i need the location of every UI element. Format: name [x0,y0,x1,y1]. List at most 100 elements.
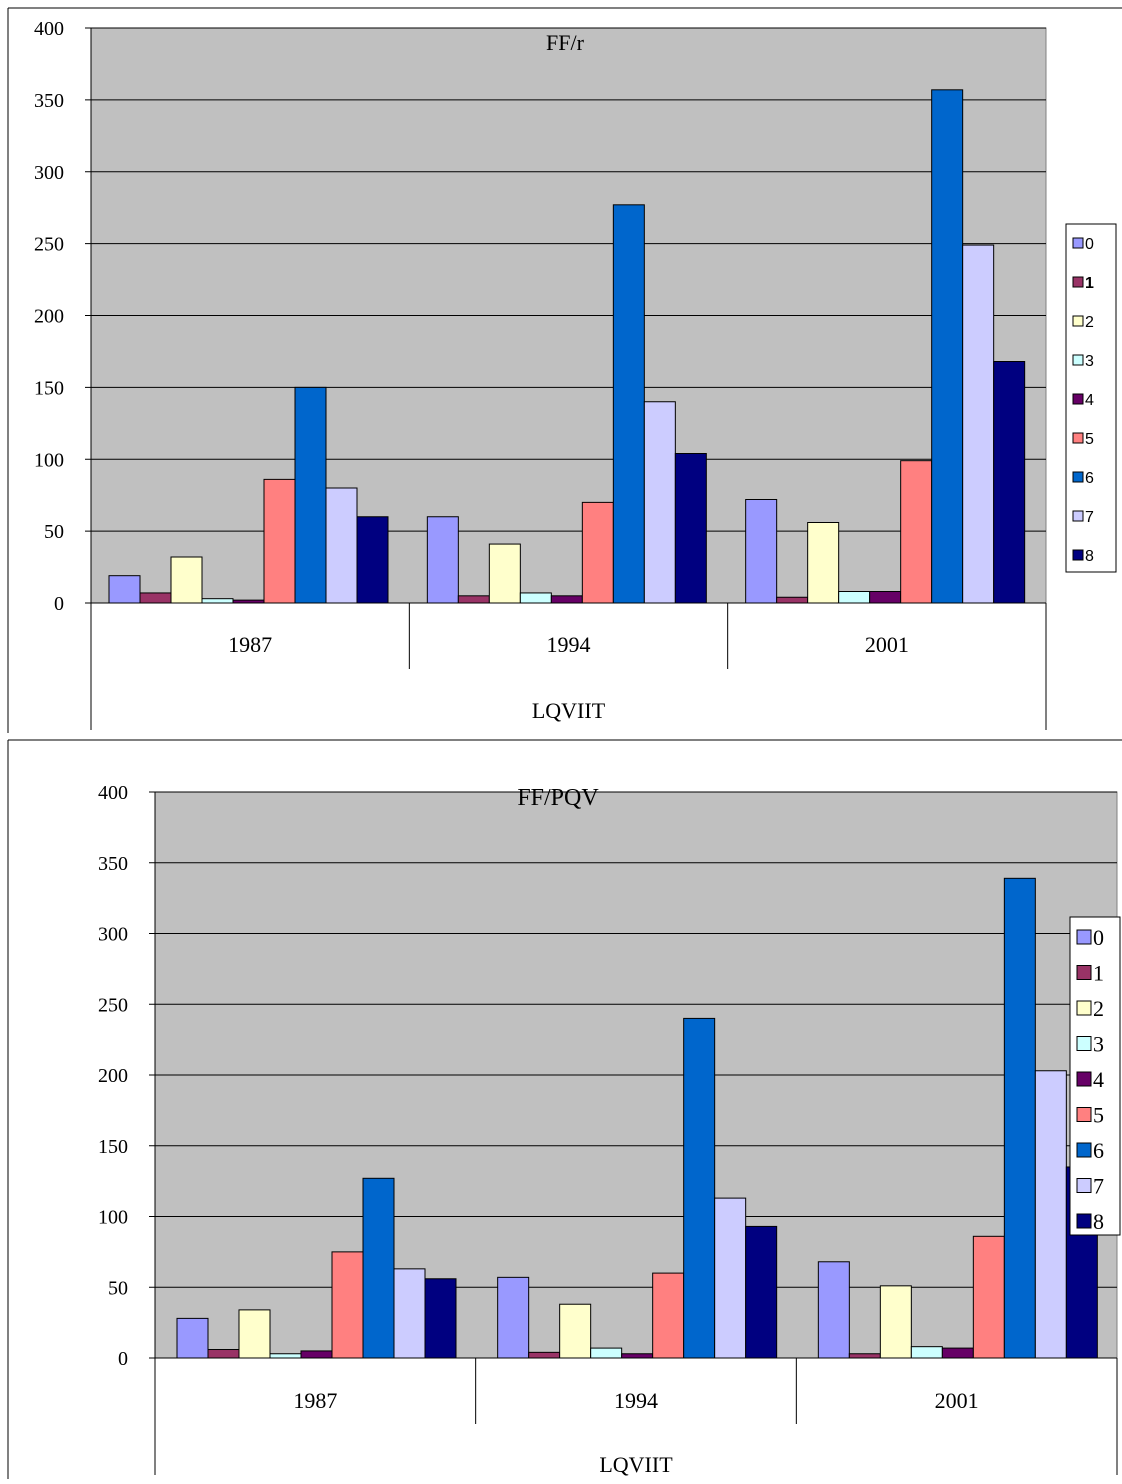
bar-series-0-2001 [817,1261,850,1359]
bar-series-8-2001 [993,361,1026,604]
y-tick-label: 150 [98,1136,128,1158]
legend-label: 2 [1093,996,1104,1021]
bar-series-2-1994 [559,1303,592,1359]
legend-label: 5 [1085,431,1094,448]
y-tick-label: 350 [34,90,64,112]
bar-series-5-1994 [581,501,614,604]
bar-series-6-1987 [362,1177,395,1359]
bar-series-3-2001 [838,591,871,604]
bar-series-5-1994 [652,1272,685,1359]
category-label: 1987 [293,1388,337,1413]
y-tick-label: 300 [98,924,128,946]
legend-label: 2 [1085,314,1094,331]
y-tick-label: 0 [54,593,64,615]
y-tick-label: 200 [34,306,64,328]
bar-series-1-2001 [848,1353,881,1359]
legend-swatch [1072,471,1084,483]
bar-series-6-1994 [683,1017,716,1359]
legend-label: 5 [1093,1102,1104,1127]
x-axis-label: LQVIIT [532,698,606,723]
legend-label: 0 [1085,236,1094,253]
bar-series-7-1994 [643,401,676,604]
bar-series-8-1994 [745,1225,778,1359]
bar-series-0-2001 [745,499,778,604]
legend-swatch [1072,315,1084,327]
legend-label: 4 [1085,392,1094,409]
legend-swatch [1076,965,1092,980]
bar-series-8-1987 [356,516,389,604]
y-tick-label: 200 [98,1065,128,1087]
legend-label: 4 [1093,1067,1104,1092]
bar-series-1-2001 [776,596,809,604]
legend-label: 3 [1085,353,1094,370]
legend-swatch [1076,929,1092,945]
legend-swatch [1076,1107,1092,1122]
bar-series-2-2001 [879,1285,912,1359]
legend-swatch [1072,510,1084,522]
bar-series-1-1994 [457,595,490,604]
bar-series-3-1987 [269,1353,302,1359]
bar-series-7-1987 [393,1268,426,1359]
category-label: 2001 [935,1388,979,1413]
legend-swatch [1072,432,1084,444]
legend-label: 1 [1093,960,1104,985]
legend-label: 1 [1085,275,1094,292]
bar-series-7-1994 [714,1197,747,1359]
legend-swatch [1076,1036,1092,1051]
y-tick-label: 250 [98,994,128,1016]
y-tick-label: 150 [34,377,64,399]
bar-series-1-1987 [139,592,172,604]
bar-series-7-2001 [1034,1070,1067,1359]
y-tick-label: 100 [98,1207,128,1229]
y-tick-label: 50 [108,1277,128,1299]
bar-series-3-1987 [201,598,234,604]
x-axis-label: LQVIIT [599,1452,673,1477]
legend-label: 7 [1093,1173,1104,1198]
legend-label: 7 [1085,509,1094,526]
bar-series-6-2001 [1003,877,1036,1359]
y-tick-label: 0 [118,1348,128,1370]
legend: 0 1 2 3 4 5 6 7 8 [1065,223,1117,573]
category-label: 2001 [865,632,909,657]
bar-series-8-1987 [424,1278,457,1359]
category-label: 1994 [614,1388,658,1413]
legend-label: 8 [1085,548,1094,565]
legend-swatch [1076,1213,1092,1229]
chart-title: FF/r [546,30,585,55]
legend-swatch [1076,1142,1092,1158]
legend-swatch [1072,276,1084,288]
bar-series-4-2001 [941,1347,974,1359]
legend-swatch [1072,237,1084,249]
bar-series-5-2001 [972,1235,1005,1359]
y-tick-label: 400 [34,18,64,40]
bar-series-4-1994 [550,595,583,604]
bar-series-5-2001 [900,460,933,604]
bar-series-5-1987 [331,1251,364,1359]
legend-swatch [1076,1178,1092,1193]
bar-series-6-1994 [612,204,645,604]
legend-label: 6 [1085,470,1094,487]
category-label: 1987 [228,632,272,657]
bar-series-3-1994 [590,1347,623,1359]
legend: 0 1 2 3 4 5 6 7 8 [1069,916,1121,1236]
y-tick-label: 100 [34,449,64,471]
bar-series-6-1987 [294,386,327,604]
legend-swatch [1076,1000,1092,1016]
bar-series-7-1987 [325,487,358,604]
bar-series-5-1987 [263,478,296,604]
bar-series-0-1994 [497,1276,530,1359]
bar-series-4-2001 [869,591,902,604]
y-tick-label: 300 [34,162,64,184]
bar-series-0-1994 [426,516,459,604]
bar-series-3-2001 [910,1346,943,1359]
bar-series-4-1987 [232,599,265,604]
legend-swatch [1072,393,1084,405]
bar-series-2-1987 [170,556,203,604]
legend-swatch [1072,354,1084,366]
bar-series-2-1994 [488,543,521,604]
chart-title: FF/PQV [517,785,599,811]
